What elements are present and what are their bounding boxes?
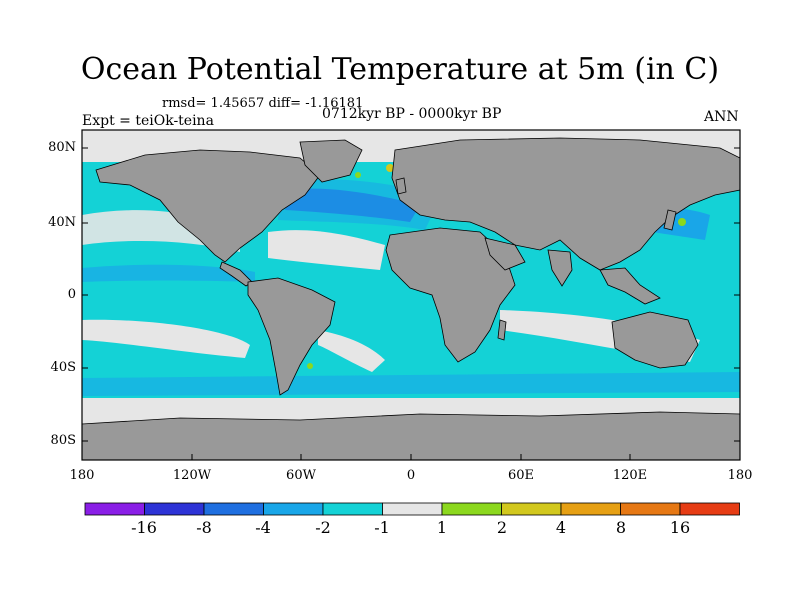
period-text: 0712kyr BP - 0000kyr BP: [322, 106, 502, 122]
india-land: [547, 249, 573, 287]
lon-label-60e: 60E: [507, 468, 535, 483]
lon-label-120e: 120E: [612, 468, 648, 483]
colorbar-swatch: [263, 502, 324, 516]
south-atlantic-neutral: [318, 330, 385, 372]
lon-label-0: 0: [406, 468, 416, 483]
warm-spot: [307, 363, 313, 369]
colorbar-label: 2: [496, 518, 508, 537]
lon-label-180w: 180: [69, 468, 95, 483]
lat-label-40n: 40N: [48, 215, 76, 230]
lon-label-60w: 60W: [286, 468, 316, 483]
japan-land: [663, 209, 677, 231]
australia-land: [611, 311, 699, 369]
atlantic-neutral: [268, 230, 385, 270]
southeast-asia-land: [599, 267, 661, 305]
colorbar-swatch: [203, 502, 264, 516]
south-america-land: [247, 277, 336, 396]
warm-spot: [355, 172, 361, 178]
uk-land: [395, 177, 407, 195]
colorbar-swatch: [679, 502, 740, 516]
experiment-text: Expt = teiOk-teina: [82, 113, 214, 129]
colorbar-swatch: [560, 502, 621, 516]
colorbar-label: 16: [669, 518, 691, 537]
madagascar-land: [497, 319, 507, 341]
colorbar-label: 1: [436, 518, 448, 537]
colorbar-label: -2: [315, 518, 331, 537]
colorbar: [84, 502, 740, 516]
arabia-land: [484, 237, 526, 271]
tropical-pacific-cool: [82, 264, 255, 282]
warm-spot: [386, 164, 394, 172]
lat-label-80n: 80N: [48, 140, 76, 155]
colorbar-label: -16: [131, 518, 157, 537]
colorbar-label: -4: [255, 518, 271, 537]
axis-ticks: [81, 147, 741, 460]
colorbar-swatch: [382, 502, 443, 516]
season-text: ANN: [704, 109, 739, 125]
colorbar-swatch: [501, 502, 562, 516]
lon-label-120w: 120W: [172, 468, 212, 483]
colorbar-swatch: [620, 502, 681, 516]
colorbar-swatch: [144, 502, 205, 516]
north-america-land: [95, 149, 321, 263]
colorbar-swatch: [322, 502, 383, 516]
colorbar-label: -1: [374, 518, 390, 537]
map-panel: [81, 129, 741, 461]
colorbar-label: 8: [615, 518, 627, 537]
lon-label-180e: 180: [727, 468, 753, 483]
lat-label-0: 0: [67, 287, 76, 302]
europe-asia-land: [391, 137, 741, 271]
greenland-land: [299, 139, 363, 183]
lat-label-40s: 40S: [50, 360, 76, 375]
antarctica-land: [81, 411, 741, 461]
stats-text: rmsd= 1.45657 diff= -1.16181: [162, 96, 364, 111]
colorbar-swatch: [84, 502, 145, 516]
chart-title: Ocean Potential Temperature at 5m (in C): [80, 52, 720, 87]
colorbar-label: -8: [196, 518, 212, 537]
colorbar-label: 4: [555, 518, 567, 537]
lat-label-80s: 80S: [50, 433, 76, 448]
warm-spot: [678, 218, 686, 226]
central-america-land: [219, 261, 253, 287]
south-pacific-neutral: [82, 319, 250, 358]
colorbar-swatch: [441, 502, 502, 516]
southern-cool-strip: [82, 372, 740, 396]
